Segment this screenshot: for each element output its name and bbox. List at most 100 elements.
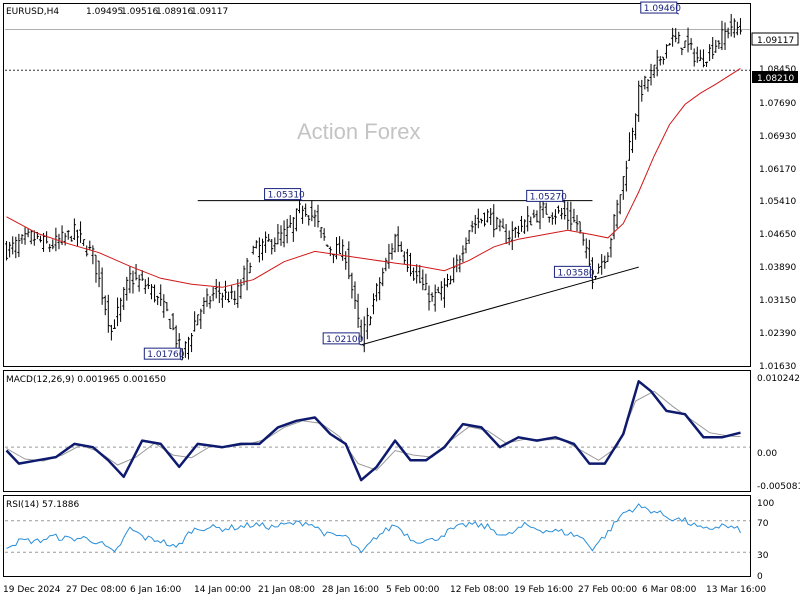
x-tick-label: 21 Jan 08:00 bbox=[258, 585, 315, 595]
price-bar bbox=[223, 280, 227, 300]
annotation-box bbox=[322, 332, 360, 345]
price-bar bbox=[88, 240, 92, 251]
price-bar bbox=[529, 216, 533, 226]
price-bar bbox=[461, 245, 465, 263]
price-bar bbox=[103, 295, 107, 316]
y-tick-label: 1.07690 bbox=[759, 99, 796, 109]
price-bar bbox=[257, 237, 261, 263]
rsi-title: RSI(14) 57.1886 bbox=[6, 500, 79, 510]
price-bar bbox=[347, 241, 351, 280]
y-tick-label: 1.03890 bbox=[759, 263, 796, 273]
price-bar bbox=[72, 218, 76, 241]
y-tick-label: -0.005081 bbox=[757, 482, 800, 492]
price-bar bbox=[359, 319, 363, 341]
price-bar bbox=[664, 44, 668, 59]
y-tick-label: 100 bbox=[757, 499, 774, 509]
price-bar bbox=[569, 201, 573, 232]
price-annotation: 1.05310 bbox=[264, 188, 305, 202]
price-bar bbox=[350, 272, 354, 299]
price-bar bbox=[390, 243, 394, 260]
price-bar bbox=[544, 202, 548, 215]
price-bar bbox=[190, 332, 194, 353]
price-bar bbox=[137, 274, 141, 292]
price-bar bbox=[97, 260, 101, 288]
price-bar bbox=[338, 236, 342, 255]
price-bar bbox=[344, 251, 348, 270]
annotation-label: 1.09460 bbox=[644, 4, 681, 14]
annotation-leader bbox=[300, 199, 303, 202]
price-bar bbox=[341, 239, 345, 261]
price-bar bbox=[535, 210, 539, 223]
price-bar bbox=[738, 18, 742, 35]
price-bar bbox=[368, 315, 372, 326]
price-bar bbox=[618, 194, 622, 215]
price-bar bbox=[273, 237, 277, 253]
price-bar bbox=[698, 49, 702, 62]
ohlc-high: 1.09516 bbox=[121, 7, 158, 17]
price-bar bbox=[356, 293, 360, 328]
price-annotation: 1.09460 bbox=[640, 1, 681, 15]
x-tick-label: 6 Mar 08:00 bbox=[642, 585, 697, 595]
price-bar bbox=[572, 208, 576, 223]
price-bar bbox=[714, 39, 718, 53]
price-annotation: 1.05270 bbox=[526, 189, 567, 203]
price-bar bbox=[32, 230, 36, 246]
price-bar bbox=[609, 237, 613, 258]
y-tick-label: 1.02390 bbox=[759, 329, 796, 339]
price-bar bbox=[486, 209, 490, 223]
price-bar bbox=[631, 127, 635, 153]
level-price-label: 1.08210 bbox=[757, 74, 794, 84]
price-bar bbox=[193, 311, 197, 332]
price-bar bbox=[507, 230, 511, 246]
y-tick-label: 1.06930 bbox=[759, 132, 796, 142]
price-plot: 1.09460 1.05310 1.05270 1.03580 1.02100 1.017… bbox=[5, 1, 750, 361]
ohlc-close: 1.09117 bbox=[191, 7, 228, 17]
x-tick-label: 12 Feb 08:00 bbox=[450, 585, 509, 595]
price-bar bbox=[217, 281, 221, 304]
price-bar bbox=[523, 219, 527, 234]
price-bar bbox=[692, 48, 696, 67]
price-bar bbox=[168, 318, 172, 330]
price-bar bbox=[310, 200, 314, 222]
price-bar bbox=[646, 79, 650, 92]
price-bar bbox=[510, 221, 514, 251]
annotation-leader bbox=[562, 200, 565, 203]
price-bar bbox=[334, 237, 338, 260]
price-bar bbox=[495, 216, 499, 230]
trend-line bbox=[361, 266, 639, 346]
price-bar bbox=[674, 28, 678, 43]
price-bar bbox=[122, 287, 126, 311]
price-bar bbox=[270, 238, 274, 255]
price-bar bbox=[109, 324, 113, 341]
price-bar bbox=[708, 44, 712, 62]
y-tick-label: 1.08450 bbox=[759, 65, 796, 75]
price-bar bbox=[600, 254, 604, 275]
x-tick-label: 27 Dec 08:00 bbox=[66, 585, 127, 595]
annotation-label: 1.05310 bbox=[268, 191, 305, 201]
rsi-panel bbox=[3, 495, 751, 577]
price-bar bbox=[134, 264, 138, 281]
price-bar bbox=[695, 46, 699, 63]
price-bar bbox=[233, 290, 237, 305]
price-bar bbox=[66, 230, 70, 240]
price-bar bbox=[520, 215, 524, 232]
price-bar bbox=[427, 285, 431, 311]
price-bar bbox=[162, 294, 166, 318]
price-bar bbox=[205, 288, 209, 307]
price-bar bbox=[159, 284, 163, 307]
price-bar bbox=[446, 273, 450, 288]
price-bar bbox=[260, 238, 264, 261]
price-bar bbox=[621, 176, 625, 200]
annotation-label: 1.01760 bbox=[147, 350, 184, 360]
price-bar bbox=[26, 228, 30, 238]
price-bar bbox=[492, 204, 496, 238]
price-bar bbox=[412, 267, 416, 281]
price-bar bbox=[100, 267, 104, 305]
price-bar bbox=[79, 221, 83, 243]
annotation-leader bbox=[676, 12, 680, 15]
y-tick-label: 30 bbox=[757, 551, 769, 561]
price-bar bbox=[227, 291, 231, 303]
ohlc-low: 1.08916 bbox=[156, 7, 193, 17]
price-bar bbox=[553, 209, 557, 225]
price-bar bbox=[532, 209, 536, 219]
